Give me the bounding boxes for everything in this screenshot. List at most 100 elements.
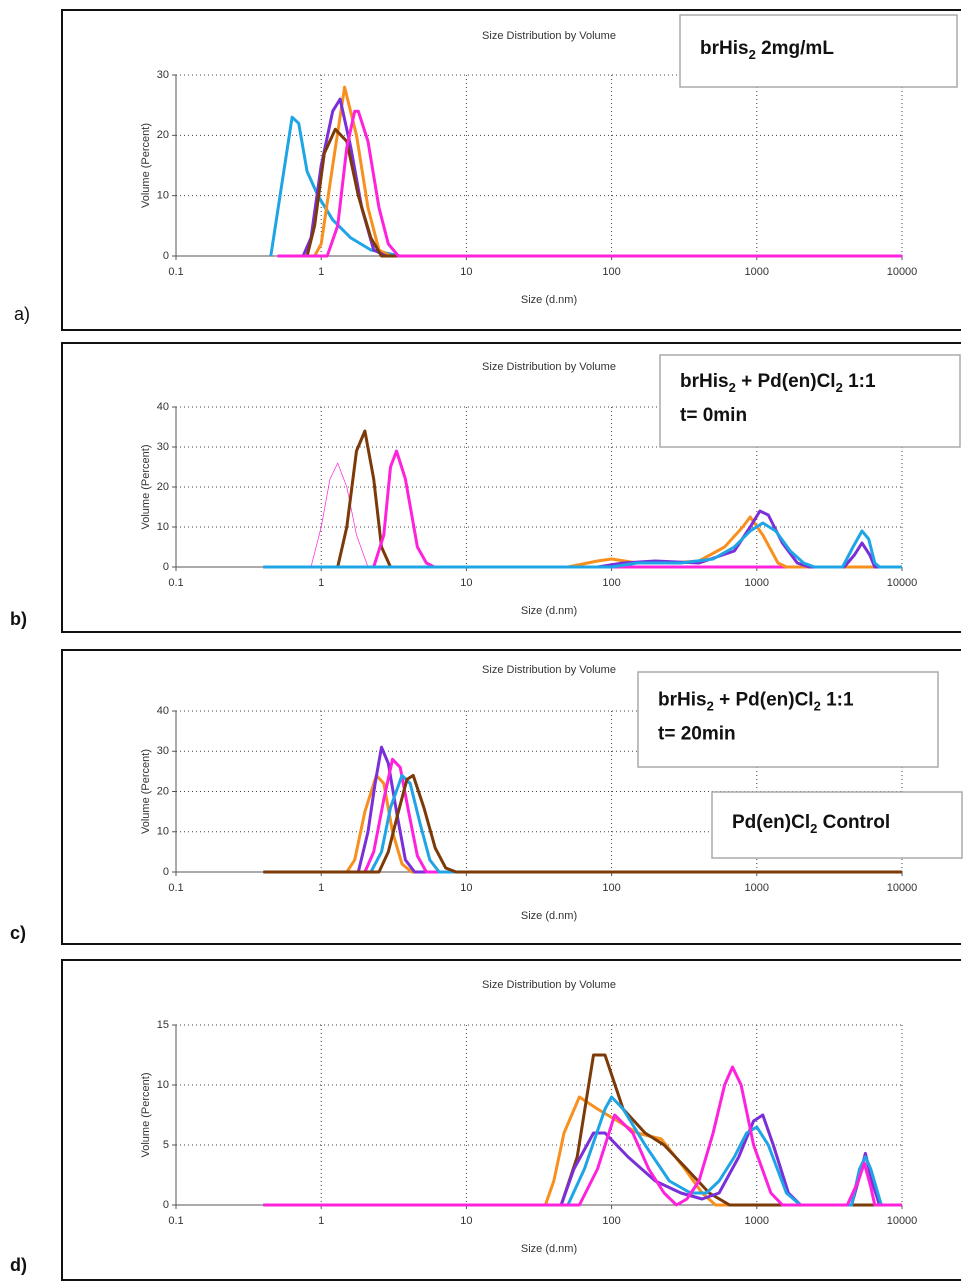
y-tick-label: 10 <box>157 1079 169 1091</box>
panel-frame <box>61 342 961 633</box>
annotation-part: 2 <box>707 699 714 714</box>
annotation-part: Control <box>817 812 890 833</box>
y-tick-label: 15 <box>157 1019 169 1031</box>
chart-panel: Size Distribution by Volume Size (d.nm) Vo… <box>14 9 961 331</box>
annotation-part: 2 <box>814 699 821 714</box>
annotation-part: 2 <box>810 821 817 836</box>
y-axis-label: Volume (Percent) <box>140 123 152 208</box>
x-tick-label: 1 <box>318 1215 324 1227</box>
annotation: t= 20min <box>658 724 736 745</box>
x-tick-label: 100 <box>602 882 620 894</box>
y-axis-label: Volume (Percent) <box>140 1073 152 1158</box>
y-tick-label: 10 <box>157 521 169 533</box>
panel-label: a) <box>14 304 30 324</box>
y-tick-label: 0 <box>163 866 169 878</box>
y-tick-label: 30 <box>157 745 169 757</box>
y-tick-label: 0 <box>163 561 169 573</box>
data-line <box>263 521 902 569</box>
data-line <box>263 429 902 569</box>
chart-title: Size Distribution by Volume <box>482 361 616 373</box>
y-tick-label: 20 <box>157 785 169 797</box>
panel-frame <box>61 649 961 945</box>
annotation-part: 2 <box>836 380 843 395</box>
annotation: brHis2 2mg/mL <box>700 38 834 62</box>
annotation-part: + Pd(en)Cl <box>736 371 836 392</box>
x-tick-label: 10 <box>460 577 472 589</box>
x-tick-label: 10000 <box>887 1215 918 1227</box>
data-line <box>277 127 902 258</box>
y-tick-label: 0 <box>163 250 169 262</box>
annotation-part: 2 <box>749 47 756 62</box>
chart-title: Size Distribution by Volume <box>482 979 616 991</box>
chart-title: Size Distribution by Volume <box>482 30 616 42</box>
x-tick-label: 10000 <box>887 577 918 589</box>
y-tick-label: 20 <box>157 129 169 141</box>
x-tick-label: 10 <box>460 882 472 894</box>
x-tick-label: 1 <box>318 882 324 894</box>
y-tick-label: 10 <box>157 826 169 838</box>
x-tick-label: 1000 <box>745 577 769 589</box>
y-axis-label: Volume (Percent) <box>140 445 152 530</box>
x-axis-label: Size (d.nm) <box>521 605 577 617</box>
annotation-part: 1:1 <box>821 690 854 711</box>
y-tick-label: 5 <box>163 1139 169 1151</box>
annotation-box <box>637 671 939 768</box>
data-line <box>263 1053 902 1207</box>
annotation-part: + Pd(en)Cl <box>714 690 814 711</box>
x-tick-label: 1000 <box>745 882 769 894</box>
x-axis-label: Size (d.nm) <box>521 1243 577 1255</box>
data-line <box>263 449 902 569</box>
x-tick-label: 0.1 <box>168 266 183 278</box>
y-tick-label: 0 <box>163 1199 169 1211</box>
chart-panel: Size Distribution by Volume Size (d.nm) Vo… <box>10 791 963 1281</box>
data-line <box>263 773 902 874</box>
y-axis-label: Volume (Percent) <box>140 749 152 834</box>
x-tick-label: 0.1 <box>168 577 183 589</box>
x-tick-label: 0.1 <box>168 1215 183 1227</box>
annotation-part: brHis <box>658 690 707 711</box>
annotation-part: 1:1 <box>843 371 876 392</box>
data-line <box>263 1065 902 1207</box>
x-tick-label: 1000 <box>745 1215 769 1227</box>
x-tick-label: 1 <box>318 577 324 589</box>
x-tick-label: 100 <box>602 577 620 589</box>
panel-label: c) <box>10 923 26 943</box>
chart-title: Size Distribution by Volume <box>482 664 616 676</box>
chart-panel: Size Distribution by Volume Size (d.nm) Vo… <box>10 649 961 945</box>
x-tick-label: 1000 <box>745 266 769 278</box>
annotation-part: 2 <box>729 380 736 395</box>
x-tick-label: 10 <box>460 266 472 278</box>
data-line <box>263 773 902 874</box>
annotation-part: Pd(en)Cl <box>732 812 810 833</box>
annotation: Pd(en)Cl2 Control <box>732 812 890 836</box>
data-line <box>263 509 902 569</box>
x-tick-label: 10 <box>460 1215 472 1227</box>
panel-frame <box>61 9 961 331</box>
annotation-part: t= 0min <box>680 405 747 426</box>
annotation-part: brHis <box>680 371 729 392</box>
data-line <box>277 462 902 568</box>
y-tick-label: 10 <box>157 190 169 202</box>
data-line <box>263 757 902 874</box>
y-tick-label: 40 <box>157 401 169 413</box>
x-tick-label: 0.1 <box>168 882 183 894</box>
panel-frame <box>61 959 961 1281</box>
annotation-box <box>659 354 961 448</box>
y-tick-label: 30 <box>157 441 169 453</box>
annotation-box <box>711 791 963 859</box>
annotation-box <box>679 14 958 88</box>
x-tick-label: 1 <box>318 266 324 278</box>
data-line <box>277 109 902 258</box>
x-tick-label: 10000 <box>887 266 918 278</box>
panel-label: b) <box>10 609 27 629</box>
data-line <box>277 97 902 258</box>
x-axis-label: Size (d.nm) <box>521 910 577 922</box>
x-tick-label: 100 <box>602 266 620 278</box>
annotation-part: t= 20min <box>658 724 736 745</box>
annotation-part: brHis <box>700 38 749 59</box>
x-axis-label: Size (d.nm) <box>521 294 577 306</box>
panel-label: d) <box>10 1255 27 1275</box>
y-tick-label: 30 <box>157 69 169 81</box>
data-line <box>277 85 902 258</box>
annotation-part: 2mg/mL <box>756 38 835 59</box>
